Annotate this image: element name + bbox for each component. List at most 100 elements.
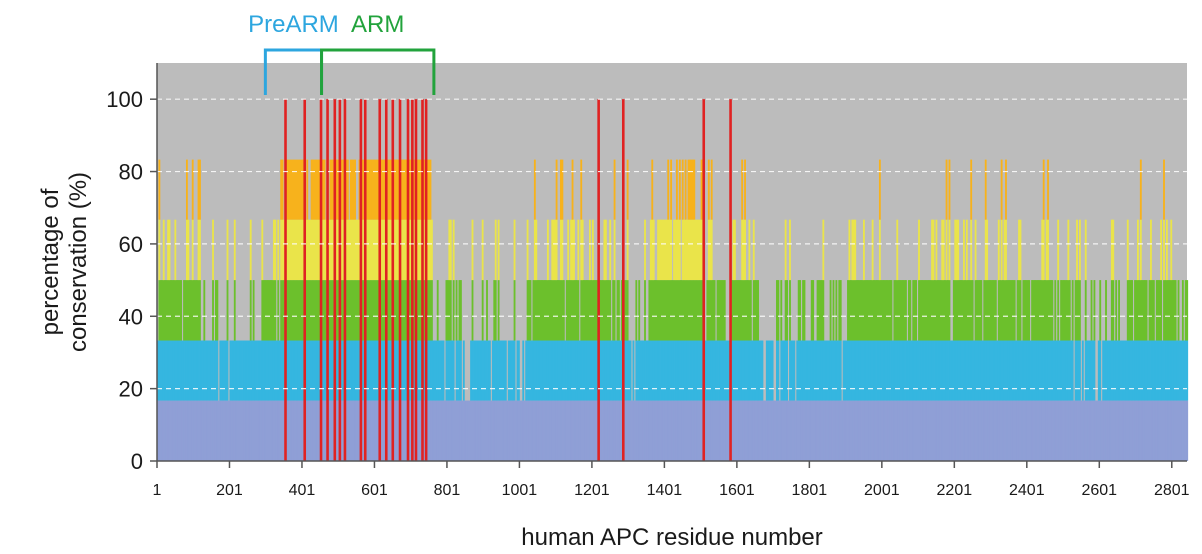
conservation-bar-segment: [900, 400, 903, 461]
conservation-bar-segment: [667, 219, 670, 281]
conservation-bar-segment: [535, 280, 538, 341]
conservation-bar-segment: [631, 400, 633, 461]
conservation-bar-segment: [1115, 340, 1118, 401]
conservation-bar-segment: [1160, 280, 1163, 341]
conservation-bar-segment: [419, 159, 422, 220]
conservation-bar-segment: [815, 400, 818, 461]
conservation-bar-segment: [171, 400, 174, 461]
conservation-bar-segment: [313, 280, 316, 341]
conservation-bar-segment: [174, 219, 177, 281]
conservation-bar-segment: [1119, 400, 1122, 461]
conservation-bar-segment: [616, 400, 619, 461]
conservation-bar-segment: [938, 400, 941, 461]
conservation-bar-segment: [603, 219, 606, 281]
conservation-bar-segment: [839, 280, 842, 341]
conservation-bar-segment: [731, 280, 733, 341]
conservation-bar-segment: [223, 340, 226, 401]
conservation-bar-segment: [863, 280, 865, 341]
conservation-bar-segment: [417, 159, 420, 220]
conservation-bar-segment: [1080, 400, 1083, 461]
conservation-bar-segment: [1184, 340, 1187, 401]
domain-brackets: PreARM ARM: [248, 11, 436, 95]
conservation-bar-segment: [471, 340, 474, 401]
conservation-bar-segment: [691, 280, 694, 341]
conservation-bar-segment: [741, 340, 744, 401]
conservation-bar-segment: [932, 280, 935, 341]
conservation-bar-segment: [312, 159, 314, 220]
conservation-bar-segment: [301, 340, 304, 401]
conservation-bar-segment: [941, 280, 944, 341]
conservation-bar-segment: [1019, 280, 1022, 341]
conservation-bar-segment: [871, 280, 874, 341]
conservation-bar-segment: [784, 400, 787, 461]
conservation-bar-segment: [1129, 280, 1132, 341]
conservation-bar-segment: [844, 340, 846, 401]
conservation-bar-segment: [426, 219, 429, 281]
conservation-bar-segment: [768, 340, 771, 401]
conservation-bar-segment: [346, 219, 349, 281]
conservation-bar-segment: [342, 400, 345, 461]
conservation-bar-segment: [915, 280, 918, 341]
conservation-bar-segment: [329, 159, 332, 220]
conservation-bar-segment: [587, 340, 590, 401]
conservation-bar-segment: [693, 159, 696, 220]
conservation-bar-segment: [683, 280, 686, 341]
conservation-bar-segment: [548, 400, 551, 461]
conservation-bar-segment: [1031, 280, 1034, 341]
conservation-bar-segment: [687, 280, 690, 341]
conservation-bar-segment: [226, 340, 229, 401]
y-tick-label: 60: [119, 232, 143, 257]
conservation-bar-segment: [545, 340, 548, 401]
conservation-bar-segment: [761, 340, 764, 401]
conservation-bar-segment: [741, 400, 744, 461]
conservation-bar-segment: [732, 219, 735, 281]
conservation-bar-segment: [239, 400, 242, 461]
conservation-bar-segment: [317, 219, 320, 281]
conservation-bar-segment: [784, 219, 787, 281]
conservation-bar-segment: [1045, 280, 1048, 341]
conservation-bar-segment: [1142, 340, 1145, 401]
conservation-bar-segment: [664, 280, 667, 341]
conservation-bar-segment: [910, 340, 913, 401]
conservation-bar-segment: [404, 340, 407, 401]
peak-bar: [333, 99, 337, 462]
conservation-bar-segment: [612, 280, 615, 341]
conservation-bar-segment: [375, 219, 378, 281]
conservation-bar-segment: [1018, 400, 1020, 461]
conservation-bar-segment: [528, 400, 530, 461]
conservation-bar-segment: [673, 400, 675, 461]
conservation-bar-segment: [670, 159, 673, 220]
conservation-bar-segment: [1044, 340, 1047, 401]
conservation-bar-segment: [675, 340, 678, 401]
conservation-bar-segment: [590, 280, 593, 341]
conservation-bar-segment: [330, 400, 333, 461]
conservation-bar-segment: [784, 340, 787, 401]
conservation-bar-segment: [271, 340, 274, 401]
conservation-bar-segment: [1044, 280, 1047, 341]
conservation-bar-segment: [741, 219, 744, 281]
conservation-bar-segment: [826, 400, 829, 461]
conservation-bar-segment: [1160, 400, 1163, 461]
conservation-bar-segment: [673, 219, 675, 281]
conservation-bar-segment: [328, 219, 330, 281]
conservation-bar-segment: [581, 340, 584, 401]
conservation-bar-segment: [649, 280, 652, 341]
conservation-bar-segment: [351, 340, 354, 401]
conservation-bar-segment: [1047, 280, 1049, 341]
conservation-bar-segment: [487, 400, 490, 461]
conservation-bar-segment: [362, 340, 365, 401]
conservation-bar-segment: [902, 400, 904, 461]
conservation-bar-segment: [606, 340, 609, 401]
conservation-bar-segment: [286, 400, 288, 461]
conservation-bar-segment: [851, 219, 854, 281]
conservation-bar-segment: [716, 280, 719, 341]
conservation-bar-segment: [548, 280, 551, 341]
conservation-bar-segment: [451, 340, 454, 401]
conservation-bar-segment: [1181, 280, 1184, 341]
conservation-bar-segment: [697, 340, 700, 401]
conservation-bar-segment: [948, 400, 951, 461]
conservation-bar-segment: [786, 340, 789, 401]
conservation-bar-segment: [1084, 219, 1087, 281]
conservation-bar-segment: [996, 340, 999, 401]
conservation-bar-segment: [818, 280, 820, 341]
